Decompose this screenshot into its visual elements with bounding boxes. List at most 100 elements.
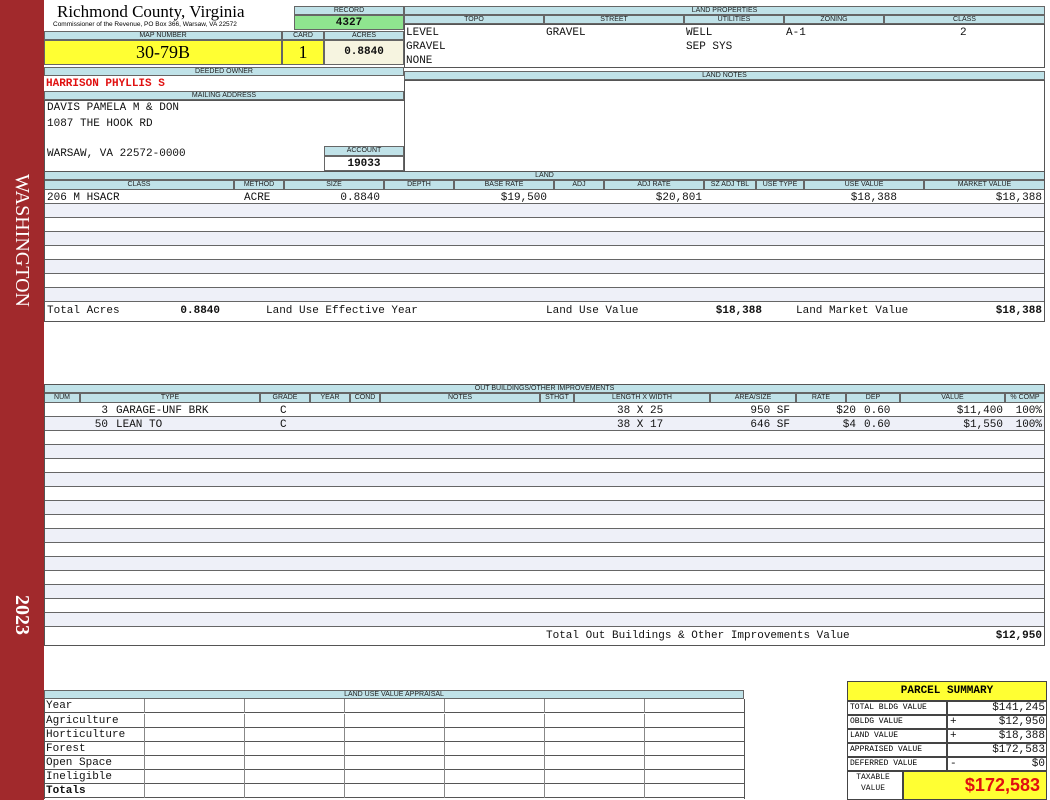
table-row [44,599,1045,613]
rule [144,756,145,770]
rule [644,699,645,713]
ob-value: $11,400 [956,405,1003,417]
property-value: NONE [406,55,433,67]
appraisal-row [44,728,744,742]
property-value: GRAVEL [546,27,586,39]
summary-value: $172,583 [992,744,1045,756]
rule [244,714,245,728]
table-row [44,473,1045,487]
acres-label: ACRES [324,31,404,40]
property-value: A-1 [786,27,806,39]
year-label: 2023 [11,595,33,635]
summary-value: $0 [1031,758,1045,770]
appraisal-label: Totals [46,785,86,797]
property-value: SEP SYS [686,41,733,53]
land-use-total: $18,388 [715,305,762,317]
field-label: DEEDED OWNER [44,67,404,76]
outbuildings-total: $12,950 [995,630,1042,642]
column-header: ADJ RATE [604,180,704,190]
column-header: GRADE [260,393,310,403]
rule [344,728,345,742]
summary-label: LAND VALUE [847,729,947,743]
total-label: Land Use Effective Year [266,305,418,317]
rule [444,699,445,713]
table-row [44,501,1045,515]
rule [244,770,245,784]
appraisal-label: Year [46,700,73,712]
land-size: 0.8840 [340,192,380,204]
map-number-label: MAP NUMBER [44,31,282,40]
property-value: GRAVEL [406,41,446,53]
table-row [44,543,1045,557]
column-header: USE VALUE [804,180,924,190]
column-header: TOPO [404,15,544,24]
rule [644,714,645,728]
section-title: LAND NOTES [404,71,1045,80]
mailing-line: 1087 THE HOOK RD [47,118,153,130]
record-label: RECORD [294,6,404,15]
taxable-value: $172,583 [903,771,1047,800]
rule [444,770,445,784]
table-row [44,190,1045,204]
ob-dims: 38 X 25 [617,405,664,417]
account-number: 19033 [324,156,404,171]
ob-num: 3 [101,405,108,417]
rule [344,742,345,756]
office-address: Commissioner of the Revenue, PO Box 366,… [53,21,237,28]
column-header: RATE [796,393,846,403]
total-label: Total Out Buildings & Other Improvements… [546,630,850,642]
rule [244,728,245,742]
table-row [44,515,1045,529]
summary-value: $18,388 [998,730,1045,742]
rule [644,742,645,756]
rule [644,728,645,742]
appraisal-row [44,784,744,798]
land-market-total: $18,388 [995,305,1042,317]
column-header: AREA/SIZE [710,393,796,403]
column-header: BASE RATE [454,180,554,190]
card-number: 1 [282,40,324,65]
total-label: Land Market Value [796,305,909,317]
column-header: ZONING [784,15,884,24]
summary-cell [947,715,1047,729]
ob-grade: C [280,419,287,431]
appraisal-row [44,756,744,770]
column-header: SIZE [284,180,384,190]
column-header: TYPE [80,393,260,403]
summary-title: PARCEL SUMMARY [847,681,1047,701]
ob-comp: 100% [1015,419,1042,431]
ob-grade: C [280,405,287,417]
table-row [44,232,1045,246]
mailing-line: DAVIS PAMELA M & DON [47,102,180,114]
column-header: METHOD [234,180,284,190]
table-row [44,585,1045,599]
column-header: YEAR [310,393,350,403]
rule [444,784,445,798]
rule [544,699,545,713]
rule [344,714,345,728]
table-row [44,274,1045,288]
left-border [44,699,45,799]
field-label: ACCOUNT [324,146,404,156]
table-row [44,204,1045,218]
rule [144,742,145,756]
table-row [44,571,1045,585]
table-row [44,459,1045,473]
ob-num: 50 [94,419,108,431]
rule [544,714,545,728]
rule [644,770,645,784]
table-row [44,529,1045,543]
column-header: VALUE [900,393,1005,403]
rule [544,756,545,770]
column-header: NOTES [380,393,540,403]
ob-value: $1,550 [963,419,1003,431]
column-header: DEP [846,393,900,403]
summary-cell [947,743,1047,757]
section-title: LAND PROPERTIES [404,6,1045,15]
column-header: ADJ [554,180,604,190]
deeded-owner: HARRISON PHYLLIS S [46,78,165,90]
rule [644,756,645,770]
rule [444,756,445,770]
table-row [44,288,1045,302]
rule [344,756,345,770]
